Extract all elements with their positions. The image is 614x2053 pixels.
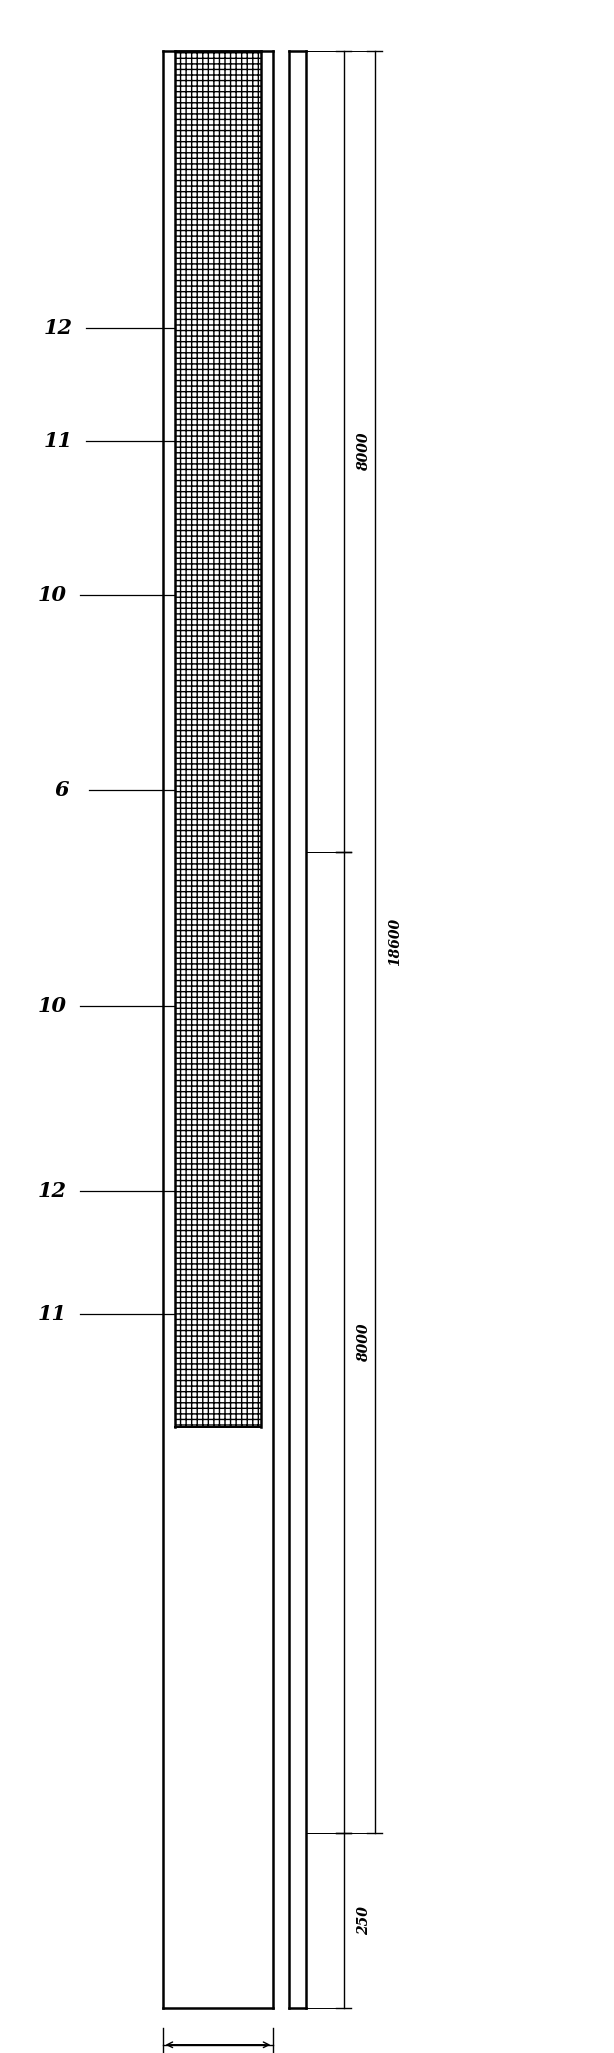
Bar	[175, 51, 261, 1427]
Text: 11: 11	[37, 1304, 67, 1324]
Text: 18600: 18600	[388, 918, 402, 967]
Text: 10: 10	[37, 585, 67, 606]
Text: 12: 12	[37, 1180, 67, 1201]
Text: 6: 6	[54, 780, 69, 801]
Text: 11: 11	[44, 431, 73, 452]
Text: 10: 10	[37, 996, 67, 1016]
Text: 8000: 8000	[357, 1324, 371, 1361]
Text: 8000: 8000	[357, 433, 371, 470]
Text: 12: 12	[44, 318, 73, 339]
Text: 250: 250	[357, 1905, 371, 1936]
